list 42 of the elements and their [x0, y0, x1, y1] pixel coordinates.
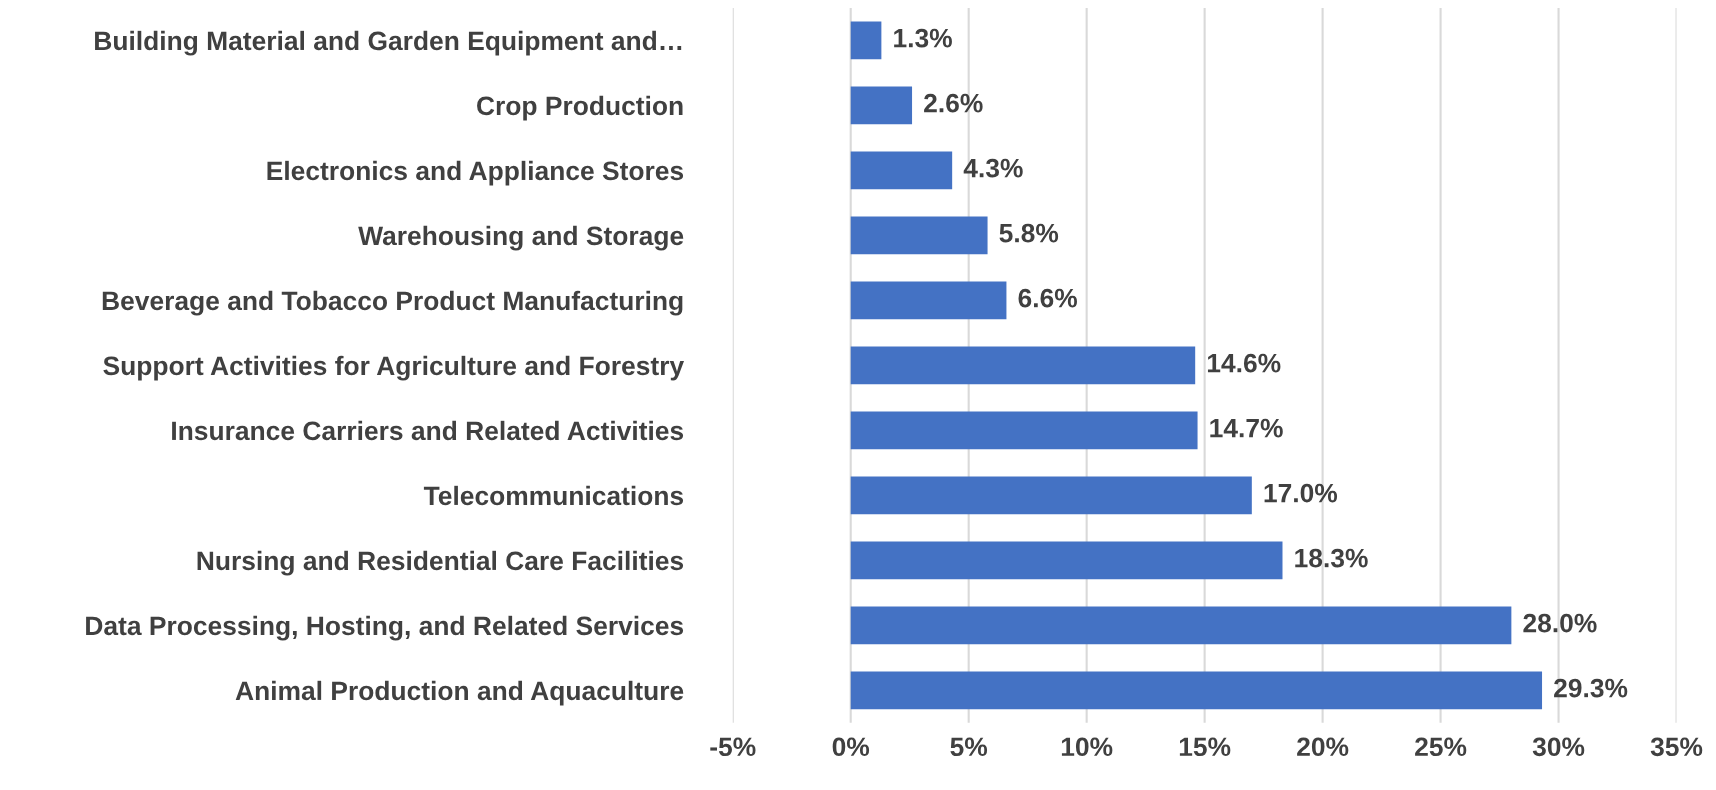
- bar: [850, 216, 988, 255]
- y-tick-label: Nursing and Residential Care Facilities: [197, 550, 684, 576]
- bar: [850, 151, 953, 190]
- data-label: 6.6%: [1018, 288, 1077, 308]
- bar: [850, 671, 1543, 710]
- bar: [850, 281, 1007, 320]
- y-tick-label: Support Activities for Agriculture and Forestry: [103, 355, 685, 381]
- bar: [850, 476, 1252, 515]
- bar: [850, 541, 1283, 580]
- x-tick-label: 30%: [1532, 737, 1585, 757]
- data-label: 29.3%: [1554, 678, 1628, 698]
- data-label: 17.0%: [1264, 483, 1338, 503]
- data-label: 2.6%: [924, 93, 983, 113]
- y-tick-label: Telecommunications: [423, 485, 684, 506]
- bar: [850, 411, 1198, 450]
- x-tick-label: 20%: [1297, 737, 1349, 757]
- data-label: 4.3%: [963, 158, 1023, 178]
- data-label: 14.7%: [1210, 418, 1283, 438]
- bar: [850, 346, 1196, 385]
- data-label: 18.3%: [1295, 548, 1368, 568]
- data-label: 5.8%: [999, 223, 1059, 243]
- y-tick-label: Building Material and Garden Equipment and…: [95, 30, 682, 56]
- x-tick-label: -5%: [710, 737, 756, 757]
- bar: [850, 21, 882, 60]
- y-tick-label: Data Processing, Hosting, and Related Services: [86, 615, 684, 641]
- x-tick-label: 35%: [1650, 737, 1703, 757]
- bar: [850, 606, 1512, 645]
- data-label: 28.0%: [1523, 613, 1597, 633]
- y-tick-label: Electronics and Appliance Stores: [267, 160, 684, 186]
- y-tick-label: Warehousing and Storage: [358, 225, 684, 251]
- data-label: 14.6%: [1207, 353, 1281, 373]
- x-tick-label: 5%: [950, 737, 988, 757]
- x-tick-label: 25%: [1415, 737, 1467, 757]
- y-tick-label: Beverage and Tobacco Product Manufacturing: [102, 290, 683, 316]
- x-tick-label: 0%: [832, 737, 870, 757]
- y-tick-label: Crop Production: [477, 95, 683, 121]
- x-tick-label: 10%: [1061, 737, 1113, 757]
- bar: [850, 86, 913, 125]
- y-tick-label: Animal Production and Aquaculture: [235, 680, 684, 706]
- y-tick-label: Insurance Carriers and Related Activities: [172, 420, 684, 441]
- x-tick-label: 15%: [1179, 737, 1231, 757]
- data-label: 1.3%: [894, 28, 952, 48]
